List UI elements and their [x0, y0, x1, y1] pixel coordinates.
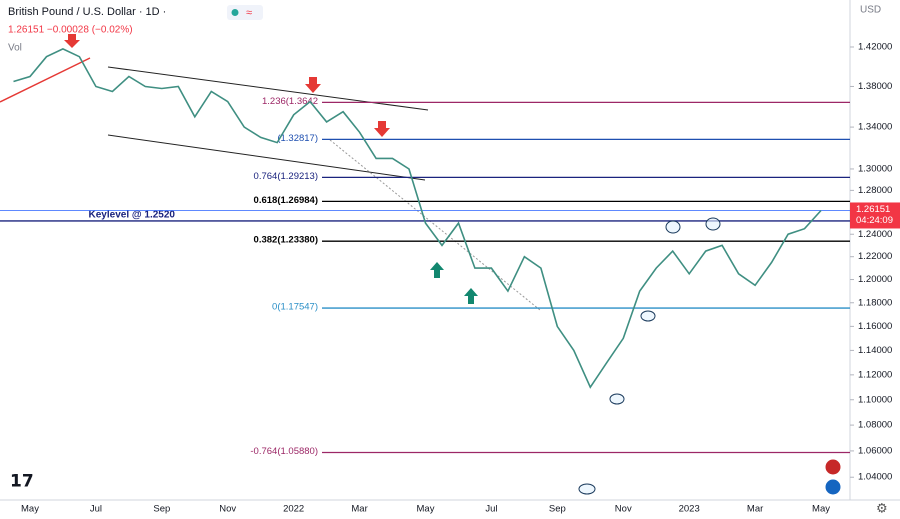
dotted-trend: [329, 139, 541, 311]
status-icon: ≈: [246, 7, 252, 19]
y-tick-label: 1.06000: [858, 445, 892, 456]
x-tick-label: Nov: [219, 504, 236, 515]
buy-arrows: [430, 262, 478, 304]
y-tick-label: 1.34000: [858, 122, 892, 133]
flag-us: [824, 478, 842, 496]
trend-line: [0, 57, 91, 103]
fib-label: 0.382(1.23380): [254, 235, 318, 246]
down-arrow: [305, 77, 321, 93]
status-dot: [231, 9, 239, 16]
swing-markers: [578, 217, 721, 495]
up-arrow: [430, 262, 444, 278]
channel-lower: [107, 134, 426, 181]
settings-icon[interactable]: ⚙: [876, 500, 888, 515]
x-tick-label: Nov: [615, 504, 632, 515]
y-tick-label: 1.04000: [858, 472, 892, 483]
logo: 𝟭𝟳: [10, 471, 34, 490]
volume-label: Vol: [8, 43, 22, 54]
last-price-box: [850, 202, 900, 229]
fib-label: -0.764(1.05880): [250, 446, 318, 457]
y-tick-label: 1.30000: [858, 163, 892, 174]
swing-ellipse: [609, 393, 625, 405]
y-tick-label: 1.42000: [858, 42, 892, 53]
y-tick-label: 1.16000: [858, 321, 892, 332]
x-tick-label: Mar: [351, 504, 367, 515]
y-tick-label: 1.28000: [858, 185, 892, 196]
status-badge: [227, 5, 263, 20]
y-tick-label: 1.12000: [858, 369, 892, 380]
fib-label: 0.618(1.26984): [254, 195, 318, 206]
x-tick-label: Mar: [747, 504, 763, 515]
y-tick-label: 1.24000: [858, 229, 892, 240]
swing-ellipse: [665, 220, 681, 234]
y-tick-label: 1.14000: [858, 345, 892, 356]
x-tick-label: May: [21, 504, 39, 515]
countdown-label: 04:24:09: [856, 215, 893, 226]
swing-ellipse: [640, 310, 656, 322]
x-tick-label: Sep: [549, 504, 566, 515]
x-tick-label: Jul: [90, 504, 102, 515]
down-arrow: [374, 121, 390, 137]
quote: 1.26151 −0.00028 (−0.02%): [8, 25, 133, 36]
x-tick-label: 2023: [679, 504, 700, 515]
symbol-title: British Pound / U.S. Dollar · 1D ·: [8, 6, 166, 18]
up-arrow: [464, 288, 478, 304]
price-line: [13, 48, 822, 389]
x-tick-label: Jul: [485, 504, 497, 515]
keylevel-label: Keylevel @ 1.2520: [89, 210, 176, 221]
last-price-label: 1.26151: [856, 204, 890, 215]
x-tick-label: May: [812, 504, 830, 515]
fib-label: 0(1.17547): [272, 302, 318, 313]
x-tick-label: Sep: [153, 504, 170, 515]
flag-gb: [824, 458, 842, 476]
x-tick-label: May: [417, 504, 435, 515]
y-tick-label: 1.20000: [858, 274, 892, 285]
fib-label: 0.764(1.29213): [254, 171, 318, 182]
y-tick-label: 1.38000: [858, 81, 892, 92]
y-tick-label: 1.10000: [858, 394, 892, 405]
y-tick-label: 1.22000: [858, 251, 892, 262]
y-tick-label: 1.18000: [858, 297, 892, 308]
swing-ellipse: [578, 483, 596, 495]
swing-ellipse: [705, 217, 721, 231]
y-tick-label: 1.08000: [858, 420, 892, 431]
sell-arrows: [64, 34, 390, 137]
fib-label: (1.32817): [277, 133, 318, 144]
x-tick-label: 2022: [283, 504, 304, 515]
fib-label: 1.236(1.3642: [262, 96, 318, 107]
currency-label: USD: [860, 5, 881, 16]
down-arrow: [64, 34, 80, 48]
